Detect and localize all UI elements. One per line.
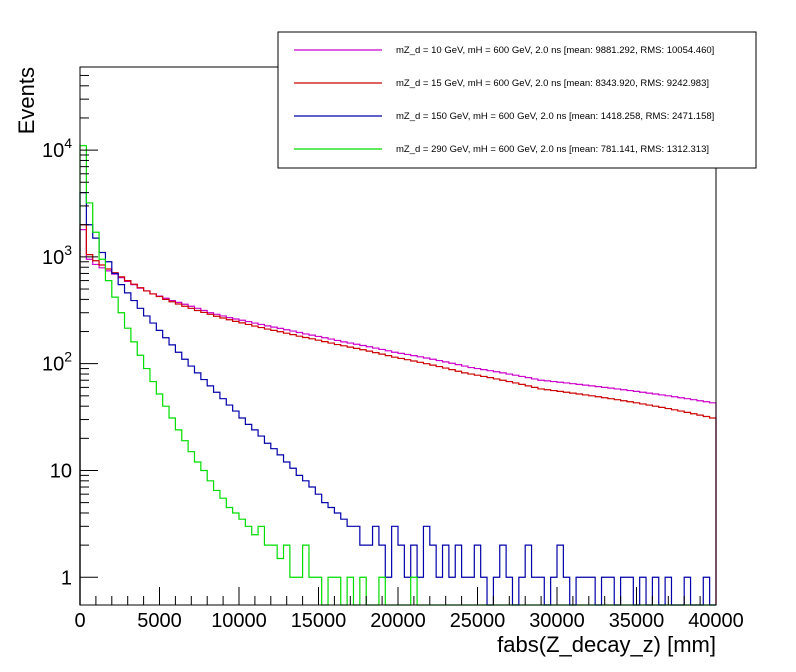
x-tick-label: 35000 bbox=[609, 610, 665, 632]
x-tick-label: 10000 bbox=[211, 610, 267, 632]
x-tick-label: 5000 bbox=[137, 610, 182, 632]
legend-entry-label: mZ_d = 15 GeV, mH = 600 GeV, 2.0 ns [mea… bbox=[396, 78, 709, 89]
y-tick-label: 104 bbox=[42, 135, 72, 162]
legend-entry-label: mZ_d = 10 GeV, mH = 600 GeV, 2.0 ns [mea… bbox=[396, 45, 714, 56]
x-tick-label: 20000 bbox=[370, 610, 426, 632]
x-tick-label: 40000 bbox=[688, 610, 744, 632]
y-tick-label: 103 bbox=[42, 242, 72, 269]
y-tick-label: 10 bbox=[50, 460, 72, 482]
legend: mZ_d = 10 GeV, mH = 600 GeV, 2.0 ns [mea… bbox=[277, 31, 757, 169]
legend-box bbox=[277, 31, 757, 169]
series-line-1 bbox=[79, 229, 717, 605]
y-axis-title: Events bbox=[14, 67, 39, 134]
series-layer bbox=[79, 145, 717, 606]
x-tick-label: 25000 bbox=[450, 610, 506, 632]
x-tick-label: 15000 bbox=[291, 610, 347, 632]
x-axis-title: fabs(Z_decay_z) [mm] bbox=[497, 632, 716, 657]
x-tick-label: 0 bbox=[74, 610, 85, 632]
legend-entry-label: mZ_d = 290 GeV, mH = 600 GeV, 2.0 ns [me… bbox=[396, 144, 709, 155]
x-tick-label: 30000 bbox=[529, 610, 585, 632]
series-line-2 bbox=[79, 224, 717, 605]
y-tick-label: 102 bbox=[42, 349, 72, 376]
axes-layer: 0 5000 10000 15000 20000 25000 30000 35000 40000… bbox=[42, 66, 744, 632]
y-tick-label: 1 bbox=[61, 567, 72, 589]
legend-entry-label: mZ_d = 150 GeV, mH = 600 GeV, 2.0 ns [me… bbox=[396, 111, 714, 122]
